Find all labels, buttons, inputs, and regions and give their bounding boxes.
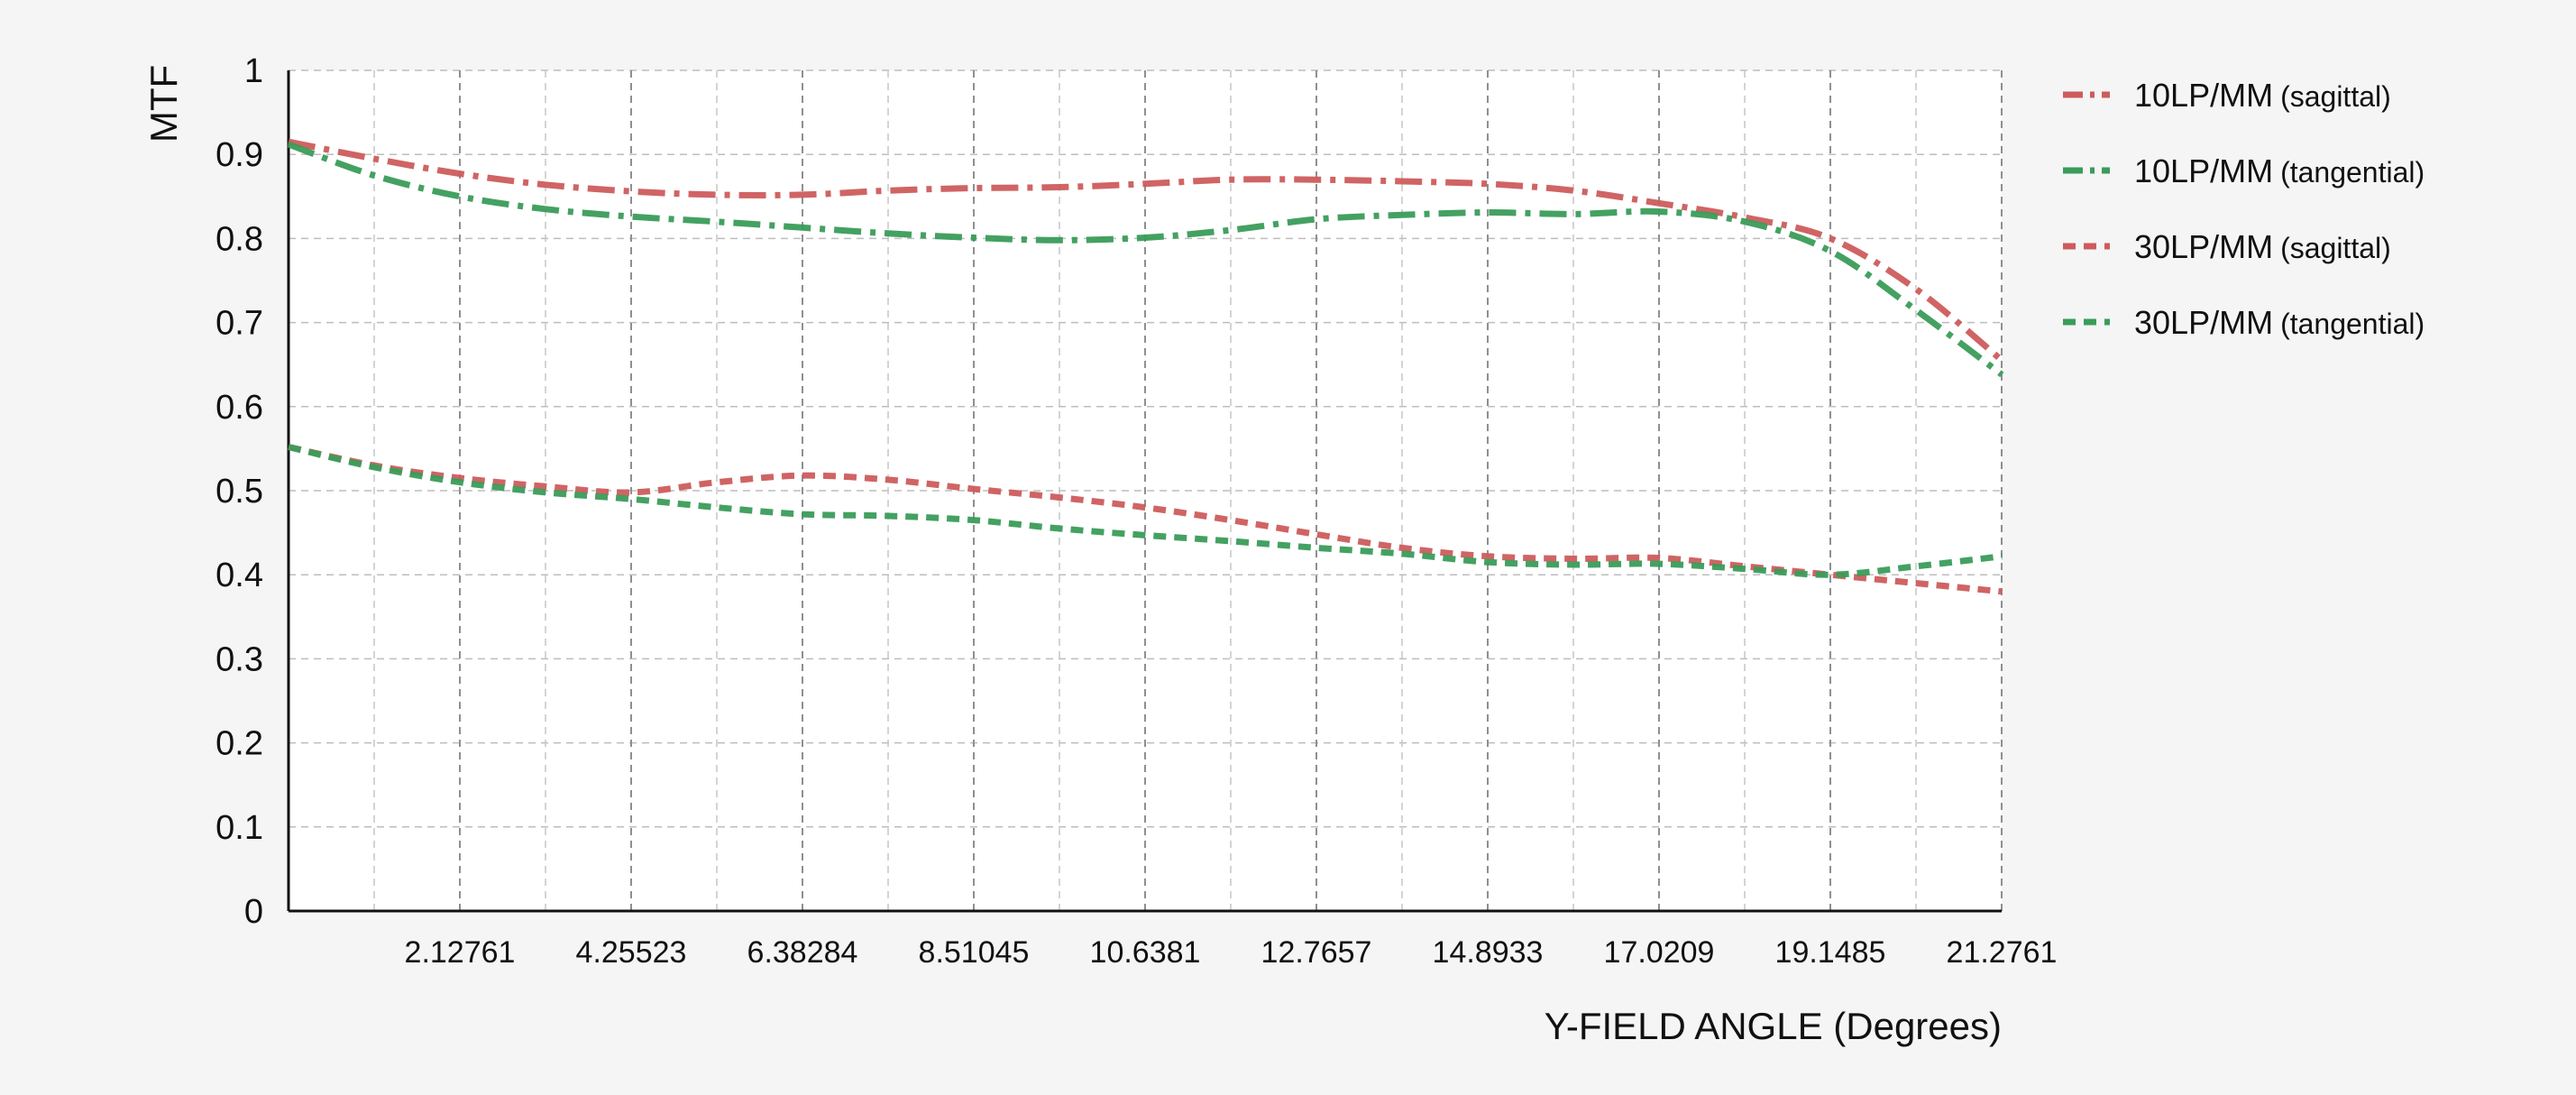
legend-label: 30LP/MM (sagittal) bbox=[2134, 228, 2391, 265]
x-tick-label: 14.8933 bbox=[1433, 935, 1544, 970]
legend-series-qualifier: (sagittal) bbox=[2280, 80, 2391, 113]
y-tick-label: 0.6 bbox=[215, 389, 263, 427]
series-line-0 bbox=[288, 138, 2004, 363]
x-tick-label: 12.7657 bbox=[1261, 935, 1372, 970]
legend-label: 10LP/MM (tangential) bbox=[2134, 152, 2425, 189]
legend: 10LP/MM (sagittal)10LP/MM (tangential)30LP… bbox=[2063, 77, 2425, 341]
legend-item: 30LP/MM (sagittal) bbox=[2063, 228, 2391, 265]
legend-series-name: 30LP/MM bbox=[2134, 304, 2273, 341]
legend-series-name: 10LP/MM bbox=[2134, 77, 2273, 114]
y-tick-label: 0.5 bbox=[215, 473, 263, 511]
y-tick-labels: 0 0.1 0.2 0.3 0.4 0.5 0.6 0.7 0.8 0.9 1 bbox=[215, 52, 263, 931]
x-tick-label: 4.25523 bbox=[576, 935, 687, 970]
series-line-2 bbox=[288, 444, 2003, 595]
y-tick-label: 0.3 bbox=[215, 640, 263, 678]
x-tick-label: 19.1485 bbox=[1775, 935, 1886, 970]
series-line-3 bbox=[288, 444, 2003, 578]
y-tick-label: 0.9 bbox=[215, 136, 263, 174]
legend-series-qualifier: (tangential) bbox=[2280, 156, 2425, 189]
legend-series-qualifier: (tangential) bbox=[2280, 308, 2425, 340]
y-tick-label: 0.4 bbox=[215, 557, 263, 594]
y-tick-label: 0.8 bbox=[215, 220, 263, 258]
legend-series-name: 30LP/MM bbox=[2134, 228, 2273, 265]
x-tick-label: 10.6381 bbox=[1090, 935, 1201, 970]
legend-series-name: 10LP/MM bbox=[2134, 152, 2273, 189]
series-lines bbox=[287, 138, 2004, 595]
y-tick-label: 0 bbox=[244, 893, 263, 931]
legend-item: 30LP/MM (tangential) bbox=[2063, 304, 2425, 341]
legend-item: 10LP/MM (sagittal) bbox=[2063, 77, 2391, 114]
y-tick-label: 0.2 bbox=[215, 725, 263, 763]
axes bbox=[287, 70, 2002, 913]
x-tick-label: 2.12761 bbox=[405, 935, 516, 970]
x-tick-label: 21.2761 bbox=[1947, 935, 2058, 970]
x-tick-label: 8.51045 bbox=[919, 935, 1030, 970]
x-tick-label: 6.38284 bbox=[747, 935, 858, 970]
y-tick-label: 0.7 bbox=[215, 305, 263, 343]
x-axis-title: Y-FIELD ANGLE (Degrees) bbox=[1545, 1005, 2002, 1047]
legend-label: 30LP/MM (tangential) bbox=[2134, 304, 2425, 341]
y-tick-label: 1 bbox=[244, 52, 263, 90]
x-tick-labels: 2.12761 4.25523 6.38284 8.51045 10.6381 12.76… bbox=[405, 935, 2058, 970]
legend-label: 10LP/MM (sagittal) bbox=[2134, 77, 2391, 114]
legend-series-qualifier: (sagittal) bbox=[2280, 232, 2391, 264]
series-line-1 bbox=[287, 141, 2004, 378]
y-axis-title: MTF bbox=[142, 65, 185, 143]
x-tick-label: 17.0209 bbox=[1604, 935, 1715, 970]
legend-item: 10LP/MM (tangential) bbox=[2063, 152, 2425, 189]
y-tick-label: 0.1 bbox=[215, 809, 263, 847]
